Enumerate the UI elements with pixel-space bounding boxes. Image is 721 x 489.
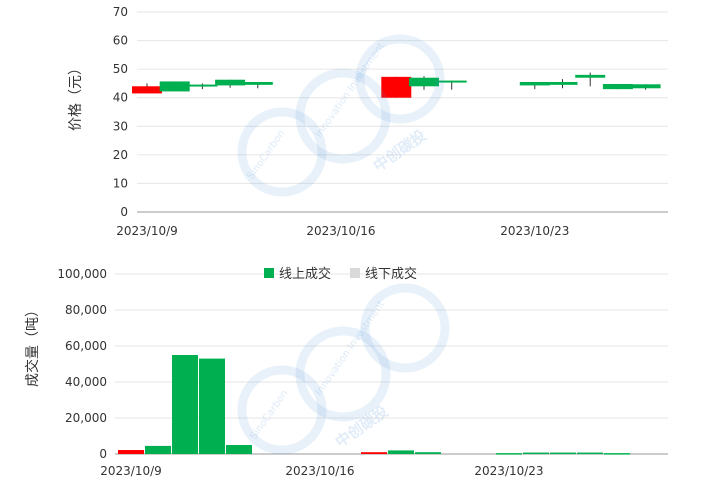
volume-y-tick-label: 60,000 [65, 339, 107, 353]
price-x-tick-label: 2023/10/9 [116, 224, 178, 238]
volume-bar-online [199, 358, 225, 454]
price-candles [132, 72, 661, 98]
price-x-tick-label: 2023/10/23 [500, 224, 569, 238]
volume-bar-online [550, 452, 576, 455]
volume-legend: 线上成交 线下成交 [264, 266, 417, 282]
volume-bar-online [604, 453, 630, 455]
volume-y-tick-label: 0 [99, 447, 107, 461]
candle-body [547, 82, 578, 85]
price-x-tick-label: 2023/10/16 [306, 224, 375, 238]
volume-bar-online [145, 445, 171, 454]
candle-body [381, 76, 412, 98]
volume-y-tick-label: 80,000 [65, 303, 107, 317]
legend-swatch-online [264, 268, 274, 278]
candle [409, 76, 439, 90]
watermark-ring-right [355, 34, 445, 124]
legend-label-offline: 线下成交 [365, 266, 417, 282]
volume-x-tick-label: 2023/10/16 [285, 464, 354, 478]
volume-axis-title: 成交量（吨） [24, 303, 41, 387]
legend-swatch-offline [350, 268, 360, 278]
watermark-ring-left [237, 107, 327, 197]
price-y-tick-label: 40 [113, 91, 128, 105]
candle-body [602, 84, 633, 90]
volume-bar-online [388, 450, 414, 454]
price-gridlines [137, 11, 668, 213]
volume-bar-online [226, 445, 252, 454]
price-x-tick-labels: 2023/10/9 2023/10/16 2023/10/23 [116, 224, 569, 238]
price-y-tick-label: 20 [113, 148, 128, 162]
candle-body [132, 86, 162, 94]
legend-label-online: 线上成交 [279, 266, 331, 282]
volume-x-tick-label: 2023/10/9 [100, 464, 162, 478]
candle [547, 79, 578, 89]
volume-x-tick-labels: 2023/10/9 2023/10/16 2023/10/23 [100, 464, 543, 478]
price-y-tick-labels: 0 10 20 30 40 50 60 70 [113, 5, 128, 219]
volume-x-tick-label: 2023/10/23 [474, 464, 543, 478]
volume-y-tick-label: 40,000 [65, 375, 107, 389]
volume-bar-online [172, 355, 198, 454]
watermark-logo-bottom: SinoCarbon Innovation Investment 中创碳投 [237, 283, 450, 455]
price-y-tick-label: 60 [113, 34, 128, 48]
watermark-brand-en: SinoCarbon [248, 388, 290, 442]
volume-bar-online [415, 452, 441, 454]
price-y-tick-label: 70 [113, 5, 128, 19]
candle-body [575, 74, 606, 78]
volume-bar-online [523, 452, 549, 455]
watermark-ring-right [360, 283, 450, 373]
candle [187, 83, 218, 90]
candle-body [187, 84, 218, 87]
price-y-tick-label: 10 [113, 176, 128, 190]
watermark-ring-middle [295, 68, 391, 164]
volume-panel: 0 20,000 40,000 60,000 80,000 100,000 2023/10… [24, 266, 668, 478]
candle-body [519, 82, 550, 86]
candle [575, 72, 606, 87]
candle [381, 76, 412, 98]
volume-bars [118, 355, 630, 455]
volume-bar-online [361, 452, 387, 454]
price-y-tick-label: 50 [113, 62, 128, 76]
candle [630, 84, 661, 90]
candle [436, 80, 467, 90]
volume-bar-online [496, 453, 522, 455]
candle [242, 82, 273, 89]
candle [215, 79, 246, 88]
price-y-tick-label: 0 [120, 205, 128, 219]
candle [519, 82, 550, 90]
candle-body [215, 79, 246, 86]
price-y-tick-label: 30 [113, 119, 128, 133]
candle [159, 81, 190, 92]
price-axis-title: 价格（元） [68, 61, 84, 131]
volume-bar-online [577, 452, 603, 455]
watermark-logo-top: SinoCarbon Innovation Investment 中创碳投 [237, 34, 445, 197]
watermark-ring-middle [295, 326, 391, 422]
volume-bar-online [118, 450, 144, 454]
candle-body [436, 80, 467, 83]
candle-body [242, 82, 273, 85]
volume-y-tick-labels: 0 20,000 40,000 60,000 80,000 100,000 [57, 267, 107, 461]
candle-body [630, 84, 661, 89]
volume-y-tick-label: 100,000 [57, 267, 107, 281]
candle [132, 83, 162, 94]
watermark-ring-left [237, 365, 327, 455]
candle-body [409, 77, 439, 87]
volume-y-tick-label: 20,000 [65, 411, 107, 425]
candle-body [159, 81, 190, 92]
candle [602, 84, 633, 90]
